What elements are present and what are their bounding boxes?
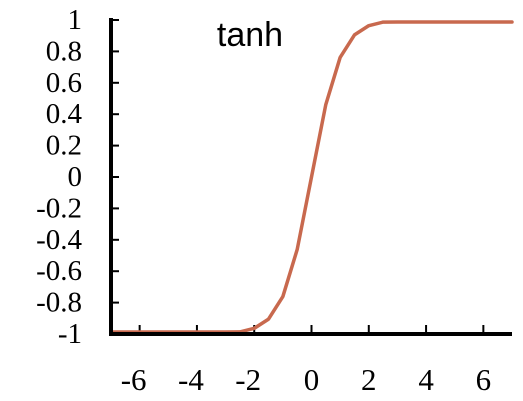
y-tick-label: 0.8 (46, 35, 82, 67)
x-tick-label: -2 (235, 362, 261, 397)
y-axis-tick-labels: 10.80.60.40.20-0.2-0.4-0.6-0.8-1 (36, 4, 82, 350)
y-tick-label: -0.8 (36, 287, 82, 319)
chart-title: tanh (217, 16, 283, 54)
y-tick-label: -0.6 (36, 255, 82, 287)
y-tick-label: 0 (68, 161, 83, 193)
y-tick-label: 0.2 (46, 130, 82, 162)
x-tick-label: 4 (418, 362, 434, 397)
x-tick-label: -6 (121, 362, 147, 397)
x-tick-label: 0 (304, 362, 320, 397)
x-tick-label: 2 (361, 362, 377, 397)
y-tick-label: 0.4 (46, 98, 83, 130)
y-tick-label: -0.2 (36, 192, 82, 224)
x-tick-label: -4 (178, 362, 204, 397)
y-tick-label: -1 (58, 318, 82, 350)
x-axis-tick-labels: -6 -4 -2 0 2 4 6 (121, 362, 491, 397)
y-tick-label: 1 (68, 4, 83, 36)
y-tick-label: 0.6 (46, 67, 82, 99)
x-tick-label: 6 (476, 362, 492, 397)
series-line-tanh (109, 20, 514, 334)
y-tick-label: -0.4 (36, 224, 82, 256)
